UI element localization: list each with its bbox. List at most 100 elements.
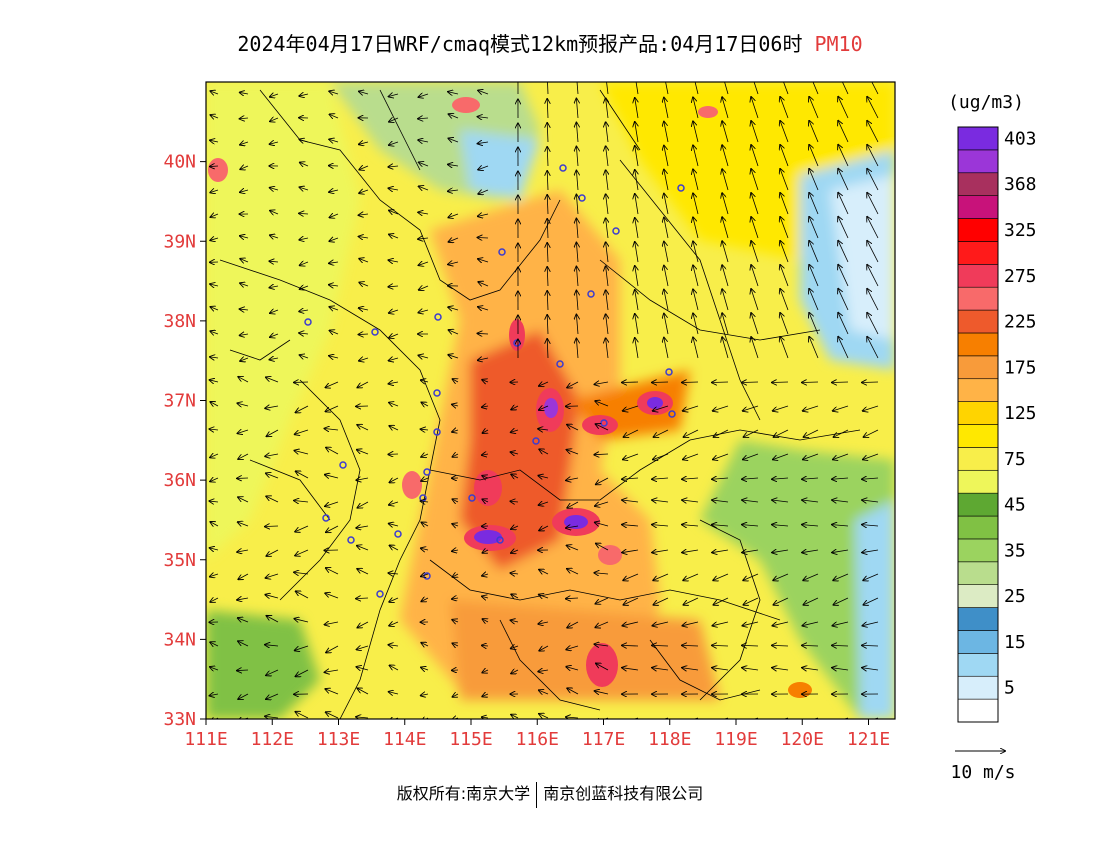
wind-arrow [210, 190, 219, 192]
wind-arrow [510, 501, 519, 502]
wind-arrow [596, 424, 609, 431]
wind-arrow [390, 665, 399, 670]
wind-arrow [296, 471, 309, 479]
wind-arrow [751, 313, 759, 335]
wind-arrow [596, 544, 609, 551]
wind-arrow [330, 214, 339, 217]
wind-arrow [421, 429, 429, 430]
wind-arrow [772, 500, 789, 502]
wind-arrow [547, 82, 549, 95]
wind-arrow [539, 406, 549, 410]
wind-arrow [359, 282, 369, 286]
wind-arrow [594, 454, 609, 455]
wind-arrow [802, 668, 819, 670]
wind-arrow [478, 117, 489, 118]
legend-unit: (ug/m3) [948, 92, 1024, 113]
wind-arrow [295, 645, 309, 650]
wind-arrow [482, 694, 489, 696]
wind-arrow [567, 450, 579, 455]
wind-arrow [325, 475, 339, 478]
wind-arrow [389, 426, 399, 430]
wind-arrow [330, 331, 339, 334]
wind-arrow [539, 645, 549, 651]
wind-arrow [803, 573, 819, 580]
wind-arrow [329, 238, 339, 241]
wind-arrow [804, 597, 819, 605]
wind-arrow [482, 574, 489, 576]
wind-arrow [210, 667, 219, 670]
wind-arrow [751, 121, 759, 143]
wind-arrow [802, 550, 819, 553]
wind-arrow [838, 217, 849, 239]
wind-arrow [325, 670, 339, 672]
wind-arrow [421, 380, 429, 382]
wind-arrow [547, 171, 548, 191]
wind-arrow [419, 94, 429, 97]
field-layer [206, 82, 895, 719]
colorbar-swatch [957, 492, 999, 517]
lon-tick-label: 121E [847, 729, 890, 750]
wind-arrow [390, 545, 399, 550]
field-sea-south [855, 500, 895, 719]
wind-arrow [329, 307, 339, 310]
wind-arrow [240, 309, 249, 310]
wind-arrow [510, 573, 519, 574]
wind-arrow [780, 289, 789, 311]
wind-arrow [449, 238, 459, 242]
wind-arrow [684, 429, 699, 437]
wind-arrow [862, 478, 879, 479]
wind-arrow [329, 285, 339, 286]
wind-arrow [693, 265, 699, 287]
colorbar-label: 125 [1004, 403, 1037, 424]
wind-arrow [478, 237, 489, 238]
wind-arrow [595, 501, 609, 506]
wind-arrow [683, 453, 699, 459]
wind-arrow [635, 194, 638, 215]
wind-arrow [693, 289, 699, 311]
wind-arrow [421, 548, 429, 550]
wind-arrow [576, 219, 578, 239]
wind-arrow [664, 170, 669, 191]
colorbar-frame [957, 126, 999, 723]
colorbar-swatch [957, 424, 999, 448]
wind-arrow [265, 716, 279, 718]
wind-arrow [623, 573, 639, 580]
wind-arrow [539, 595, 549, 598]
wind-arrow [862, 500, 879, 502]
wind-arrow [359, 334, 369, 335]
colorbar-label: 325 [1004, 220, 1037, 241]
wind-arrow [567, 569, 579, 575]
wind-arrow [359, 142, 369, 144]
wind-arrow [453, 379, 458, 382]
wind-arrow [326, 381, 339, 387]
wind-arrow [693, 217, 699, 239]
wind-arrow [694, 82, 699, 95]
wind-arrow [482, 406, 489, 407]
wind-arrow [357, 546, 369, 551]
wind-arrow [802, 525, 819, 526]
wind-arrow [329, 91, 339, 94]
wind-arrow [664, 146, 669, 167]
wind-arrow [269, 261, 279, 262]
wind-arrow [295, 429, 309, 434]
wind-arrow [751, 337, 759, 359]
wind-arrow [576, 291, 578, 311]
colorbar-label: 35 [1004, 540, 1026, 561]
wind-arrow [547, 195, 548, 215]
wind-arrow [864, 429, 879, 437]
wind-arrow [567, 425, 579, 431]
wind-arrow [295, 525, 309, 532]
wind-arrow [452, 430, 459, 432]
wind-arrow [482, 476, 489, 478]
wind-arrow [624, 429, 639, 437]
wind-arrow [482, 717, 489, 718]
wind-arrow [566, 598, 579, 599]
wind-arrow [832, 668, 849, 670]
wind-arrow [722, 313, 729, 335]
wind-arrow [635, 82, 639, 95]
wind-arrow [595, 621, 609, 627]
wind-arrow [713, 453, 729, 459]
wind-arrow [862, 645, 879, 646]
wind-arrow [300, 163, 309, 166]
wind-arrow [635, 338, 638, 359]
